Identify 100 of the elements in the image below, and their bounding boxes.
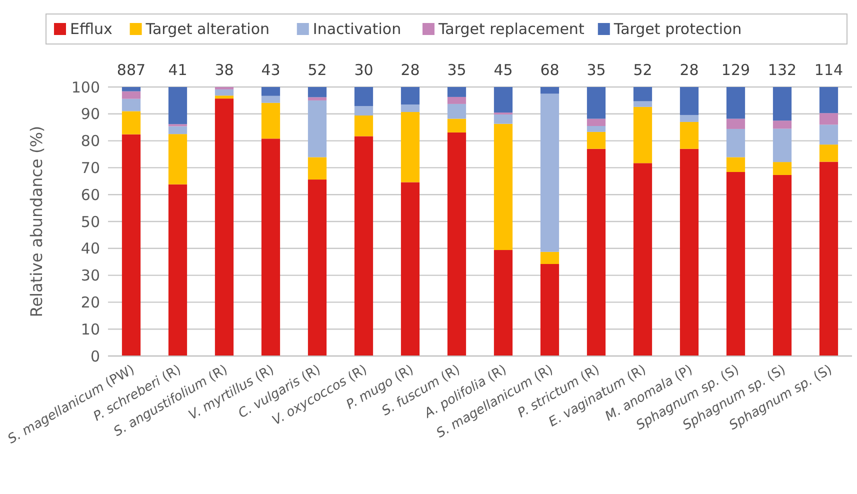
text: 114 — [814, 61, 844, 79]
text: 30 — [354, 61, 374, 79]
legend-label: Efflux — [70, 20, 112, 38]
bar — [400, 112, 420, 182]
bar — [540, 94, 560, 252]
text: 35 — [586, 61, 606, 79]
bar — [400, 182, 420, 356]
bar — [772, 162, 792, 175]
bar — [633, 101, 652, 107]
y-tick-label: 40 — [80, 240, 100, 258]
bar — [447, 87, 466, 97]
bar — [214, 89, 234, 96]
y-tick-label: 80 — [80, 132, 100, 150]
bar — [400, 87, 420, 104]
bar — [168, 126, 188, 134]
bar — [354, 106, 374, 116]
y-tick-label: 30 — [80, 266, 100, 285]
bar — [122, 134, 141, 356]
bar — [122, 87, 141, 92]
bar — [494, 124, 513, 250]
bar — [726, 87, 746, 119]
bar — [819, 87, 838, 114]
y-tick-label: 20 — [80, 293, 100, 312]
bar — [168, 134, 188, 184]
bar — [586, 148, 606, 356]
bar — [494, 114, 513, 124]
text: 35 — [447, 61, 466, 79]
y-axis-title: Relative abundance (%) — [27, 126, 46, 318]
legend-label: Target protection — [612, 20, 742, 38]
bar — [214, 96, 234, 99]
bar — [447, 96, 466, 104]
bar — [540, 252, 560, 264]
text: 132 — [768, 61, 797, 79]
bar — [633, 106, 652, 164]
text: 52 — [633, 61, 652, 79]
bar — [354, 136, 374, 356]
bar — [261, 102, 280, 139]
text: 45 — [494, 61, 513, 79]
y-tick-label: 90 — [80, 105, 100, 124]
bar — [494, 87, 513, 113]
bar — [308, 97, 327, 100]
bar — [772, 174, 792, 356]
bar — [772, 128, 792, 162]
y-tick-label: 10 — [80, 320, 100, 338]
bar — [168, 184, 188, 356]
bar — [400, 104, 420, 112]
bar — [586, 132, 606, 149]
bar — [308, 87, 327, 98]
bar — [494, 250, 513, 356]
bar — [586, 118, 606, 126]
bar — [819, 124, 838, 145]
bar — [586, 126, 606, 132]
bar — [726, 118, 746, 129]
bar — [726, 157, 746, 172]
bar — [680, 148, 699, 356]
bar — [680, 122, 699, 149]
bar — [540, 264, 560, 356]
bar — [447, 118, 466, 132]
bar — [308, 157, 327, 180]
legend-label: Target replacement — [438, 20, 584, 38]
bar — [540, 87, 560, 94]
y-tick-label: 100 — [71, 78, 100, 96]
bar — [680, 114, 699, 122]
legend-label: Target alteration — [144, 20, 270, 38]
text: 129 — [721, 61, 750, 79]
text: 68 — [540, 61, 560, 79]
bar — [447, 104, 466, 119]
text: 52 — [308, 61, 327, 79]
bar — [122, 98, 141, 112]
bar — [586, 87, 606, 119]
bar — [680, 87, 699, 115]
bar — [819, 144, 838, 162]
y-tick-label: 0 — [90, 347, 100, 366]
bar — [354, 87, 374, 106]
bar — [308, 180, 327, 356]
bar — [261, 138, 280, 356]
text: 28 — [400, 61, 420, 79]
bar — [726, 128, 746, 158]
bar — [633, 163, 652, 356]
bar — [261, 87, 280, 96]
legend-label: Inactivation — [312, 20, 402, 38]
text: 28 — [680, 61, 699, 79]
bar — [726, 172, 746, 356]
bar — [308, 100, 327, 158]
y-tick-label: 50 — [80, 212, 100, 231]
bar — [168, 87, 188, 124]
y-tick-label: 70 — [80, 158, 100, 177]
bar — [819, 162, 838, 356]
text: 41 — [168, 61, 188, 79]
bar — [261, 96, 280, 103]
text: 38 — [214, 61, 234, 79]
bar — [447, 132, 466, 356]
bar — [772, 87, 792, 121]
bar — [122, 111, 141, 134]
bar — [819, 113, 838, 125]
y-tick-label: 60 — [80, 186, 100, 204]
text: 43 — [261, 61, 280, 79]
bar — [354, 116, 374, 136]
bar — [772, 120, 792, 129]
text: 887 — [116, 61, 146, 79]
